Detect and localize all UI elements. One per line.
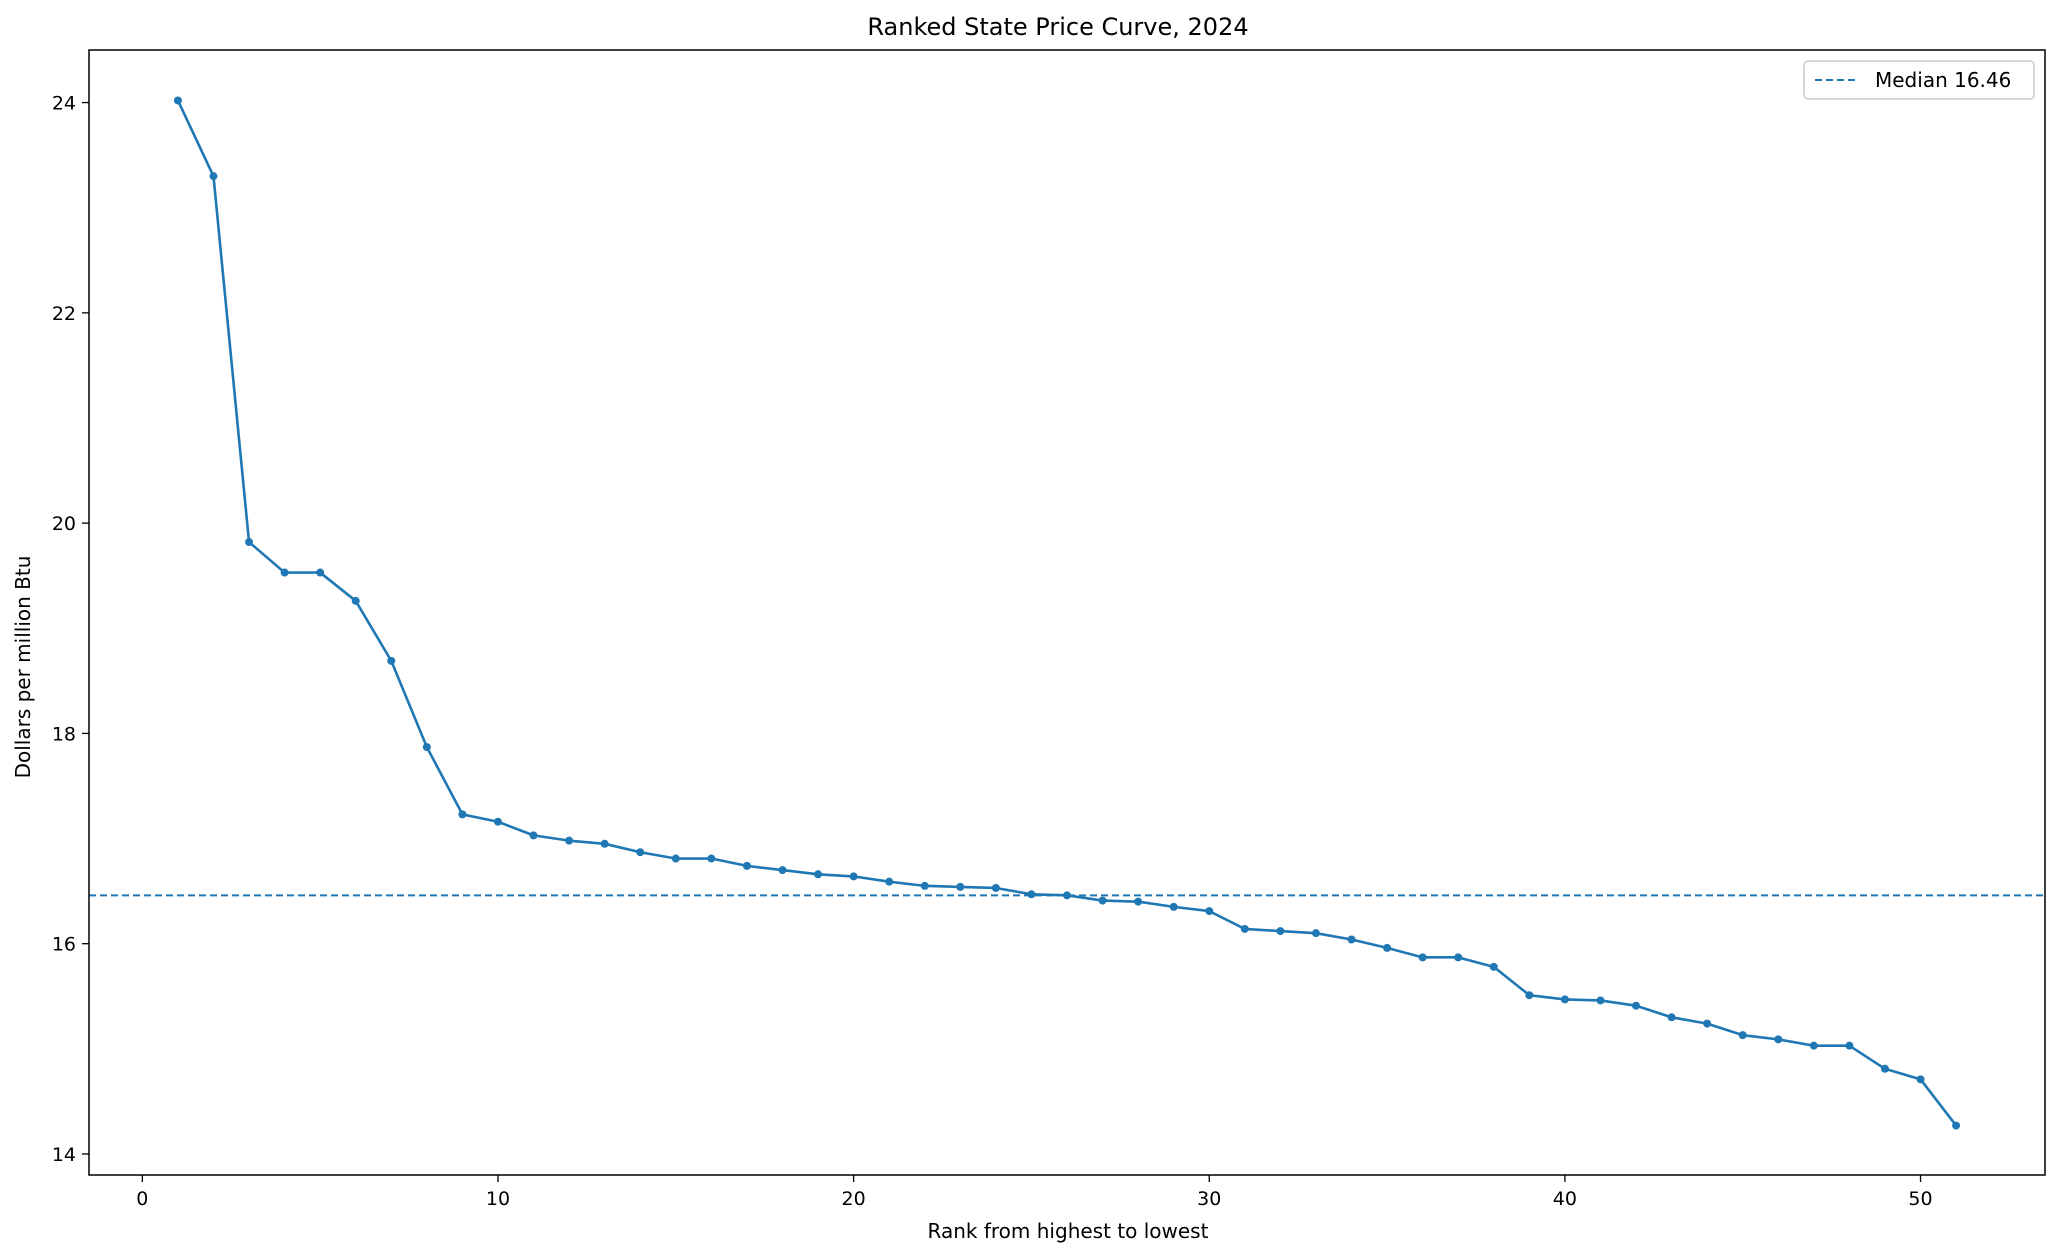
x-tick-label: 20 <box>842 1188 866 1210</box>
series-layer <box>173 96 1961 1130</box>
x-tick-label: 30 <box>1197 1188 1221 1210</box>
data-point-rank-7 <box>387 656 396 665</box>
data-point-rank-29 <box>1169 902 1178 911</box>
data-point-rank-25 <box>1027 890 1036 899</box>
legend-entry-median: Median 16.46 <box>1875 68 2011 92</box>
data-point-rank-10 <box>493 817 502 826</box>
data-point-rank-41 <box>1596 996 1605 1005</box>
x-tick-label: 50 <box>1908 1188 1932 1210</box>
legend-box <box>1803 60 2035 100</box>
data-point-rank-17 <box>742 861 751 870</box>
data-point-rank-6 <box>351 596 360 605</box>
data-point-rank-14 <box>636 848 645 857</box>
chart-title: Ranked State Price Curve, 2024 <box>867 13 1248 41</box>
data-point-rank-35 <box>1383 943 1392 952</box>
data-point-rank-47 <box>1809 1041 1818 1050</box>
data-point-rank-33 <box>1311 929 1320 938</box>
data-point-rank-40 <box>1560 995 1569 1004</box>
data-point-rank-11 <box>529 831 538 840</box>
data-point-rank-9 <box>458 810 467 819</box>
y-axis-label: Dollars per million Btu <box>11 556 35 779</box>
data-point-rank-37 <box>1454 953 1463 962</box>
y-tick-label: 22 <box>52 303 76 325</box>
data-point-rank-5 <box>316 568 325 577</box>
x-tick-label: 40 <box>1553 1188 1577 1210</box>
data-point-rank-48 <box>1845 1041 1854 1050</box>
y-tick-label: 24 <box>52 93 76 115</box>
data-point-rank-20 <box>849 872 858 881</box>
y-tick-label: 20 <box>52 513 76 535</box>
data-point-rank-50 <box>1916 1075 1925 1084</box>
data-point-rank-31 <box>1240 924 1249 933</box>
data-point-rank-13 <box>600 839 609 848</box>
y-axis-ticks: 14 16 18 20 22 24 <box>52 93 89 1166</box>
data-point-rank-15 <box>671 854 680 863</box>
data-point-rank-42 <box>1632 1001 1641 1010</box>
data-point-rank-23 <box>956 882 965 891</box>
data-point-rank-34 <box>1347 935 1356 944</box>
data-point-rank-12 <box>565 836 574 845</box>
data-point-rank-4 <box>280 568 289 577</box>
data-point-rank-32 <box>1276 927 1285 936</box>
data-point-rank-30 <box>1205 907 1214 916</box>
data-point-rank-24 <box>991 883 1000 892</box>
y-tick-label: 14 <box>52 1144 76 1166</box>
series-line <box>176 99 1958 1127</box>
x-tick-label: 10 <box>486 1188 510 1210</box>
data-point-rank-28 <box>1134 897 1143 906</box>
data-point-rank-38 <box>1489 962 1498 971</box>
data-point-rank-36 <box>1418 953 1427 962</box>
data-point-rank-3 <box>245 538 254 547</box>
legend: Median 16.46 <box>1803 60 2035 100</box>
data-point-rank-45 <box>1738 1031 1747 1040</box>
plot-area-frame <box>88 49 2046 1176</box>
data-point-rank-22 <box>920 881 929 890</box>
data-point-rank-26 <box>1063 891 1071 900</box>
y-tick-label: 18 <box>52 723 76 745</box>
x-axis-ticks: 0 10 20 30 40 50 <box>136 1175 1933 1210</box>
y-tick-label: 16 <box>52 934 76 956</box>
x-axis-label: Rank from highest to lowest <box>928 1219 1209 1243</box>
data-point-rank-27 <box>1098 896 1107 905</box>
x-tick-label: 0 <box>136 1188 148 1210</box>
data-point-rank-1 <box>173 96 182 105</box>
data-point-rank-19 <box>814 870 823 879</box>
data-point-rank-43 <box>1667 1013 1676 1022</box>
data-point-rank-21 <box>885 877 894 886</box>
data-point-rank-39 <box>1525 991 1534 1000</box>
data-point-rank-8 <box>422 743 431 752</box>
data-point-rank-51 <box>1952 1121 1961 1130</box>
data-point-rank-18 <box>778 866 787 875</box>
data-point-rank-44 <box>1703 1019 1712 1028</box>
data-point-rank-49 <box>1880 1064 1889 1073</box>
data-point-rank-2 <box>209 172 218 181</box>
data-point-rank-16 <box>707 854 716 863</box>
data-point-rank-46 <box>1774 1035 1783 1044</box>
